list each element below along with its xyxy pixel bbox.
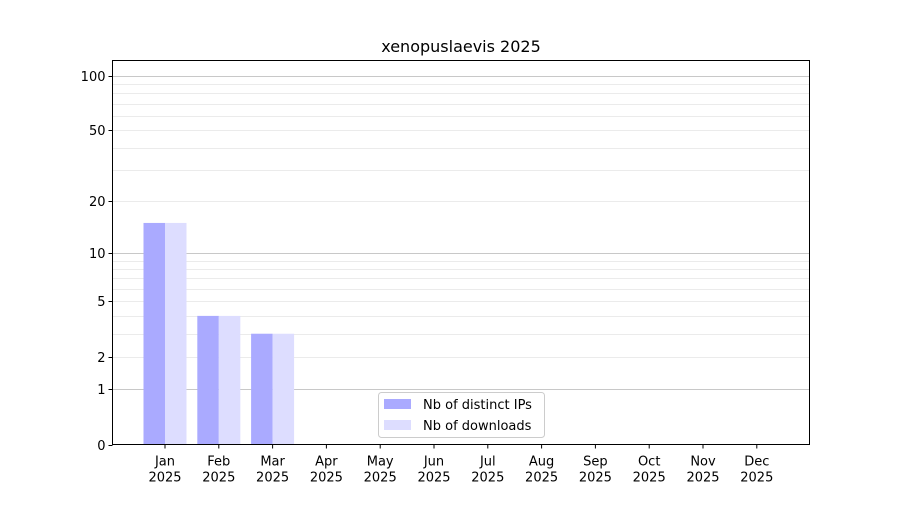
legend-swatch: [384, 399, 411, 409]
y-tick-label: 10: [89, 247, 106, 262]
bar-downloads: [165, 222, 187, 445]
y-tick-label: 5: [97, 295, 105, 310]
plot-frame: [112, 60, 810, 445]
legend: Nb of distinct IPs Nb of downloads: [378, 392, 545, 438]
bar-distinct-ips: [143, 222, 165, 445]
chart-title: xenopuslaevis 2025: [381, 37, 541, 56]
legend-label: Nb of downloads: [423, 419, 532, 434]
x-tick-label: Oct 2025: [633, 455, 666, 486]
y-tick-label: 100: [81, 70, 106, 85]
x-tick-label: Dec 2025: [740, 455, 773, 486]
legend-swatch: [384, 420, 411, 430]
bar-distinct-ips: [197, 315, 219, 445]
bar-distinct-ips: [251, 333, 273, 445]
x-tick-label: Apr 2025: [310, 455, 343, 486]
x-tick-label: Mar 2025: [256, 455, 289, 486]
y-tick-label: 2: [97, 351, 105, 366]
x-tick-label: Aug 2025: [525, 455, 558, 486]
y-tick-label: 50: [89, 124, 106, 139]
bar-downloads: [218, 315, 241, 445]
x-tick-label: Feb 2025: [202, 455, 235, 486]
legend-box: [378, 392, 545, 438]
bar-downloads: [272, 333, 295, 445]
legend-label: Nb of distinct IPs: [423, 398, 532, 413]
y-tick-label: 20: [89, 195, 106, 210]
x-tick-label: Jul 2025: [471, 455, 504, 486]
y-tick-label: 0: [97, 439, 105, 454]
x-tick-label: Jan 2025: [148, 455, 181, 486]
y-tick-label: 1: [97, 383, 105, 398]
x-tick-label: Nov 2025: [686, 455, 719, 486]
x-tick-label: Jun 2025: [417, 455, 450, 486]
x-tick-label: Sep 2025: [579, 455, 612, 486]
x-tick-label: May 2025: [364, 455, 397, 486]
